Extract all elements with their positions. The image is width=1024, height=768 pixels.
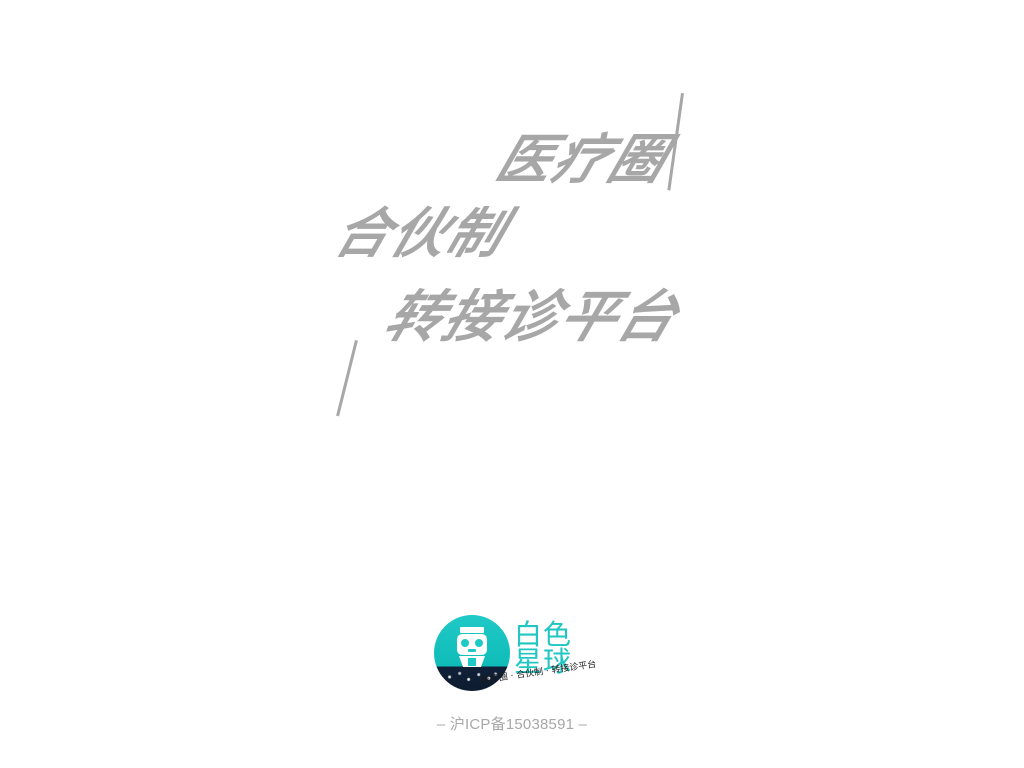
brand-logo: 白色星球 医疗圈 · 合伙制 · 转接诊平台: [434, 615, 604, 705]
slogan-line-medical-circle: 医疗圈: [488, 128, 678, 191]
icp-registration-text: – 沪ICP备15038591 –: [436, 716, 588, 733]
planet-logo-mark: [434, 615, 510, 691]
robot-icon: [457, 627, 487, 667]
brand-title: 白色星球: [514, 618, 573, 678]
slogan-line-referral-platform: 转接诊平台: [376, 285, 688, 350]
slogan-line-partnership: 合伙制: [326, 202, 516, 265]
splash-slogan: 医疗圈 合伙制 转接诊平台: [300, 85, 720, 425]
slogan-bottom-slash: [336, 340, 358, 417]
